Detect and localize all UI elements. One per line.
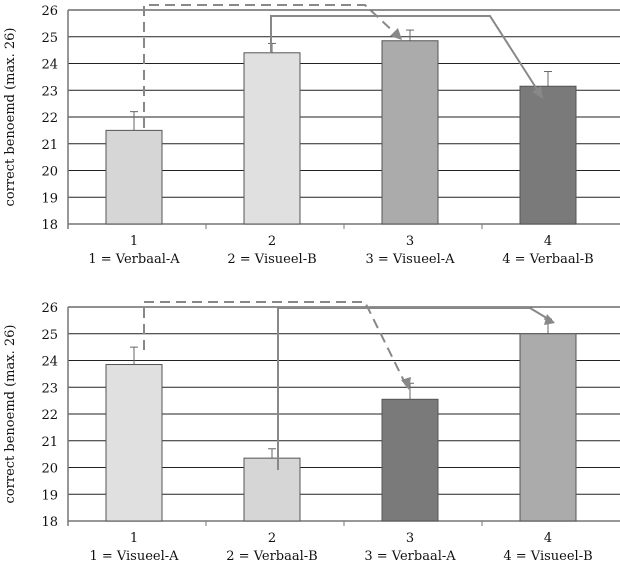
y-tick-label: 20 xyxy=(41,165,58,180)
arrowhead-icon xyxy=(544,314,555,325)
y-tick-label: 18 xyxy=(41,218,58,233)
y-tick-label: 19 xyxy=(41,191,58,206)
x-tick-label: 3 xyxy=(406,234,414,249)
x-tick-label: 4 xyxy=(544,531,552,546)
y-tick-label: 23 xyxy=(41,381,58,396)
bar-3 xyxy=(381,40,439,225)
bar-4 xyxy=(519,85,577,225)
bar-2 xyxy=(243,457,301,522)
x-tick-label: 3 xyxy=(406,531,414,546)
y-tick-label: 22 xyxy=(41,408,58,423)
arrowhead-icon xyxy=(532,86,543,99)
chart-bottom: 18 19 20 21 22 23 24 25 26 1 1 = Visueel-A 2 2 = Ver… xyxy=(3,301,620,564)
comparison-arrows xyxy=(143,4,551,470)
y-tick-label: 25 xyxy=(41,328,58,343)
x-tick-label: 1 xyxy=(130,234,138,249)
category-label: 1 = Visueel-A xyxy=(89,549,179,564)
chart-top: 18 19 20 21 22 23 24 25 26 1 1 = Verbaal-A 2 2 = Vis… xyxy=(3,4,620,267)
y-tick-label: 24 xyxy=(41,355,58,370)
dashed-arrow-top xyxy=(143,4,399,128)
y-tick-label: 26 xyxy=(41,301,58,316)
category-label: 1 = Verbaal-A xyxy=(88,252,180,267)
y-tick-label: 25 xyxy=(41,31,58,46)
arrowhead-icon xyxy=(390,28,402,40)
y-tick-label: 24 xyxy=(41,58,58,73)
category-label: 2 = Verbaal-B xyxy=(226,549,317,564)
y-tick-label: 22 xyxy=(41,111,58,126)
bar-4 xyxy=(519,333,577,522)
arrowhead-icon xyxy=(401,377,411,390)
x-tick-label: 4 xyxy=(544,234,552,249)
arrowheads xyxy=(390,28,555,390)
solid-arrow-bottom xyxy=(277,307,551,470)
y-axis-label: correct benoemd (max. 26) xyxy=(3,28,18,207)
y-tick-label: 20 xyxy=(41,462,58,477)
y-tick-label: 26 xyxy=(41,4,58,19)
x-tick-label: 1 xyxy=(130,531,138,546)
bar-2 xyxy=(243,52,301,225)
category-label: 4 = Verbaal-B xyxy=(502,252,593,267)
solid-arrow-top xyxy=(270,15,541,95)
bar-1 xyxy=(105,364,163,522)
y-tick-label: 21 xyxy=(41,138,58,153)
x-tick-label: 2 xyxy=(268,531,276,546)
y-tick-label: 21 xyxy=(41,435,58,450)
y-tick-label: 18 xyxy=(41,515,58,530)
x-tick-label: 2 xyxy=(268,234,276,249)
y-tick-label: 19 xyxy=(41,488,58,503)
dashed-arrow-bottom xyxy=(143,301,407,386)
bar-1 xyxy=(105,129,163,225)
category-label: 4 = Visueel-B xyxy=(503,549,592,564)
bar-3 xyxy=(381,398,439,522)
category-label: 3 = Verbaal-A xyxy=(364,549,456,564)
y-tick-label: 23 xyxy=(41,84,58,99)
category-label: 2 = Visueel-B xyxy=(227,252,316,267)
y-axis-label: correct benoemd (max. 26) xyxy=(3,325,18,504)
category-label: 3 = Visueel-A xyxy=(365,252,455,267)
